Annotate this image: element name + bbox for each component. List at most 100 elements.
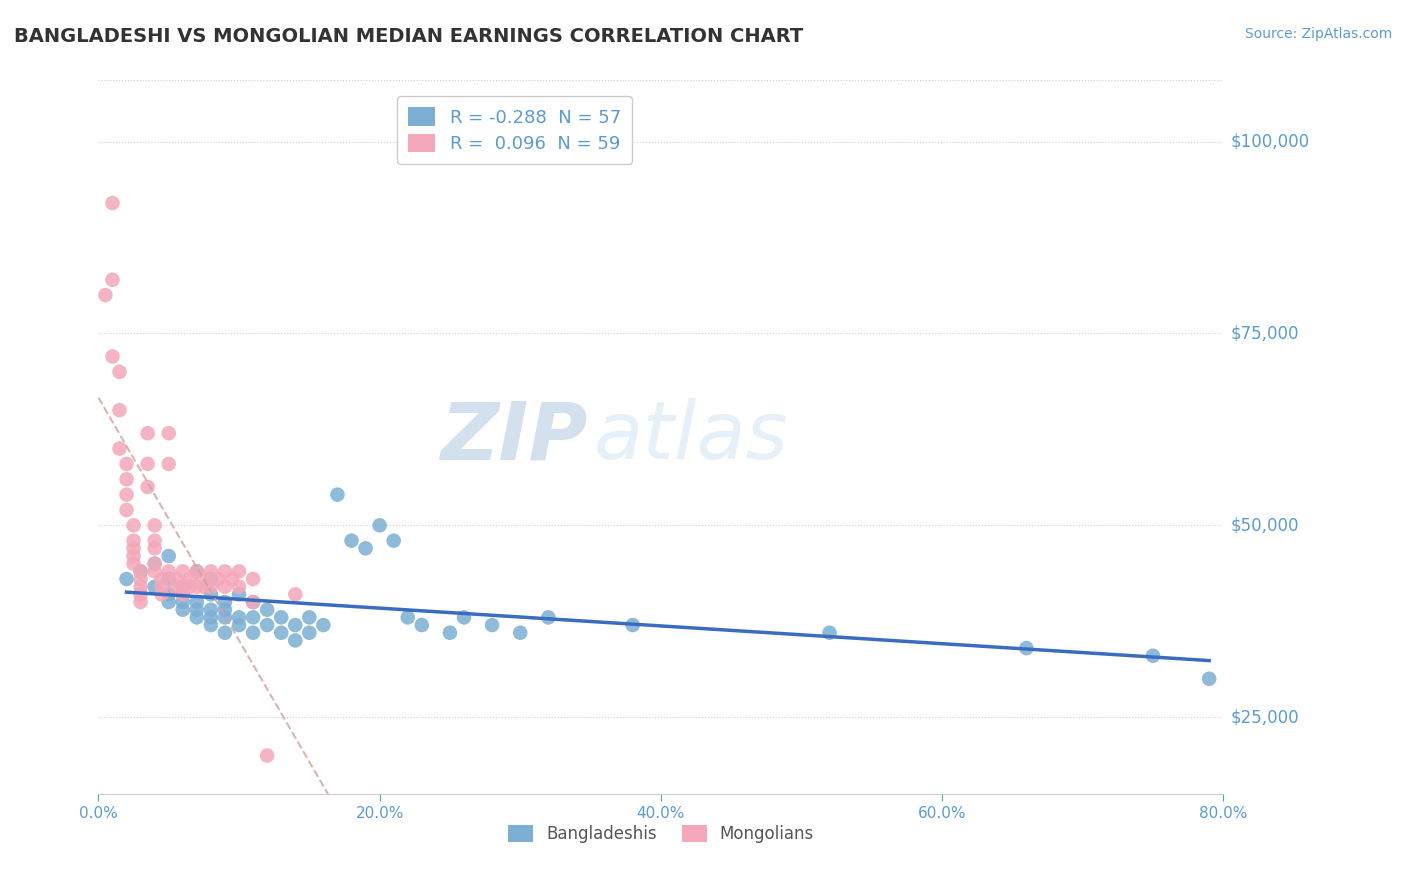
Point (186, 595, 208, 609)
Point (122, 557, 145, 571)
Legend: Bangladeshis, Mongolians: Bangladeshis, Mongolians (501, 818, 821, 850)
Point (186, 580, 208, 594)
Point (242, 595, 264, 609)
Point (129, 565, 152, 579)
Point (242, 595, 264, 609)
Point (256, 748, 278, 763)
Point (115, 457, 138, 471)
Point (94, 288, 117, 302)
Point (115, 488, 138, 502)
Point (115, 472, 138, 486)
Text: ZIP: ZIP (440, 398, 588, 476)
Point (165, 572, 187, 586)
Point (818, 625, 841, 640)
Point (368, 518, 391, 533)
Point (509, 625, 531, 640)
Point (157, 595, 180, 609)
Point (200, 580, 222, 594)
Text: $25,000: $25,000 (1230, 708, 1299, 726)
Point (108, 365, 131, 379)
Point (214, 610, 236, 624)
Point (621, 618, 644, 632)
Point (122, 549, 145, 563)
Point (157, 572, 180, 586)
Point (186, 565, 208, 579)
Point (481, 618, 503, 632)
Point (150, 587, 173, 601)
Point (193, 580, 215, 594)
Point (108, 403, 131, 417)
Point (439, 625, 461, 640)
Point (193, 572, 215, 586)
Point (228, 610, 250, 624)
Point (256, 618, 278, 632)
Point (214, 565, 236, 579)
Point (129, 572, 152, 586)
Point (326, 488, 349, 502)
Point (143, 518, 166, 533)
Point (172, 595, 194, 609)
Point (172, 587, 194, 601)
Point (129, 595, 152, 609)
Point (200, 572, 222, 586)
Point (207, 572, 229, 586)
Point (179, 572, 201, 586)
Point (200, 610, 222, 624)
Point (382, 533, 405, 548)
Point (122, 541, 145, 556)
Point (165, 580, 187, 594)
Point (200, 603, 222, 617)
Point (284, 618, 307, 632)
Point (143, 580, 166, 594)
Point (214, 595, 236, 609)
Point (143, 565, 166, 579)
Point (214, 625, 236, 640)
Text: $100,000: $100,000 (1230, 133, 1309, 151)
Point (157, 457, 180, 471)
Point (214, 603, 236, 617)
Point (157, 587, 180, 601)
Point (186, 610, 208, 624)
Point (354, 541, 377, 556)
Point (1015, 641, 1038, 656)
Point (228, 587, 250, 601)
Point (143, 557, 166, 571)
Point (228, 565, 250, 579)
Text: atlas: atlas (593, 398, 789, 476)
Point (200, 565, 222, 579)
Point (1142, 648, 1164, 663)
Point (228, 580, 250, 594)
Point (179, 580, 201, 594)
Point (157, 426, 180, 441)
Text: $50,000: $50,000 (1230, 516, 1299, 534)
Point (172, 565, 194, 579)
Text: Source: ZipAtlas.com: Source: ZipAtlas.com (1244, 27, 1392, 41)
Point (129, 580, 152, 594)
Point (129, 565, 152, 579)
Point (214, 580, 236, 594)
Point (396, 610, 419, 624)
Point (101, 273, 124, 287)
Point (136, 457, 159, 471)
Point (122, 518, 145, 533)
Point (122, 533, 145, 548)
Point (284, 633, 307, 648)
Text: BANGLADESHI VS MONGOLIAN MEDIAN EARNINGS CORRELATION CHART: BANGLADESHI VS MONGOLIAN MEDIAN EARNINGS… (14, 27, 803, 45)
Point (453, 610, 475, 624)
Point (101, 350, 124, 364)
Point (312, 618, 335, 632)
Point (270, 610, 292, 624)
Point (129, 587, 152, 601)
Point (270, 625, 292, 640)
Point (186, 603, 208, 617)
Point (136, 480, 159, 494)
Point (172, 580, 194, 594)
Point (411, 618, 433, 632)
Point (186, 565, 208, 579)
Point (256, 603, 278, 617)
Point (115, 503, 138, 517)
Point (228, 618, 250, 632)
Point (284, 587, 307, 601)
Text: $75,000: $75,000 (1230, 325, 1299, 343)
Point (150, 572, 173, 586)
